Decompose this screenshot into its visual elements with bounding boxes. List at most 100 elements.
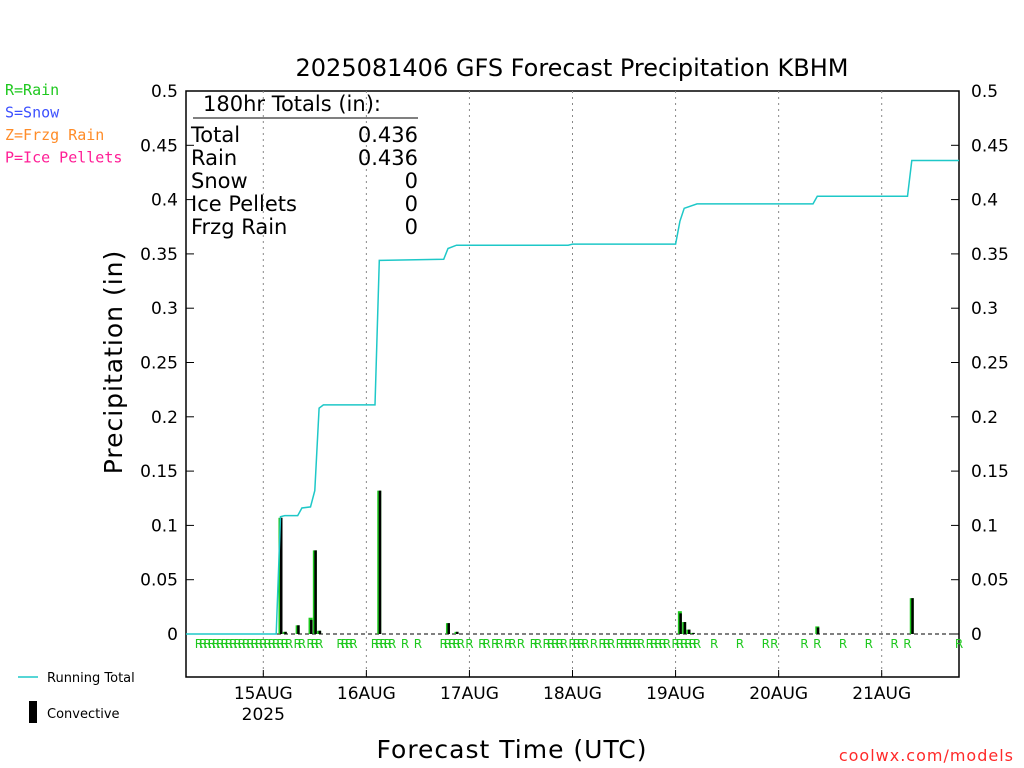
ptype-marker: R [341, 637, 349, 651]
ptype-marker: R [534, 637, 542, 651]
ptype-marker: R [710, 637, 718, 651]
y-tick-label-right: 0.3 [971, 299, 998, 319]
ptype-marker: R [195, 637, 203, 651]
ptype-marker: R [272, 637, 280, 651]
ptype-marker: R [384, 637, 392, 651]
ptype-marker: R [208, 637, 216, 651]
ptype-marker: R [311, 637, 319, 651]
totals-row-label: Frzg Rain [191, 215, 287, 239]
ptype-marker: R [263, 637, 271, 651]
x-tick-sublabel: 2025 [242, 705, 285, 725]
ptype-marker: R [663, 637, 671, 651]
totals-row-label: Total [190, 123, 240, 147]
ptype-marker: R [762, 637, 770, 651]
ptype-marker: R [491, 637, 499, 651]
convective-bar [679, 613, 682, 634]
ptype-marker: R [616, 637, 624, 651]
ptype-marker: R [371, 637, 379, 651]
y-tick-label-left: 0.1 [151, 516, 178, 536]
convective-bar [318, 630, 322, 634]
ptype-marker: R [482, 637, 490, 651]
ptype-marker: R [281, 637, 289, 651]
x-axis-title: Forecast Time (UTC) [377, 735, 648, 764]
convective-legend-swatch [29, 701, 37, 723]
ptype-marker: R [388, 637, 396, 651]
totals-header: 180hr Totals (in): [203, 92, 381, 116]
convective-bar [279, 517, 283, 634]
convective-bars [279, 490, 914, 634]
y-tick-label-right: 0.35 [971, 245, 1009, 265]
y-tick-label-left: 0.5 [151, 82, 178, 102]
y-tick-label-right: 0.2 [971, 408, 998, 428]
ptype-marker: R [268, 637, 276, 651]
ptype-marker: R [336, 637, 344, 651]
ptype-marker: R [633, 637, 641, 651]
ptype-marker: R [693, 637, 701, 651]
ptype-marker: R [581, 637, 589, 651]
y-tick-label-right: 0.5 [971, 82, 998, 102]
y-tick-label-left: 0.2 [151, 408, 178, 428]
convective-bar [310, 619, 313, 634]
x-tick-label: 20AUG [749, 684, 808, 704]
ptype-marker: R [590, 637, 598, 651]
ptype-marker: R [598, 637, 606, 651]
ptype-marker: R [551, 637, 559, 651]
convective-legend-label: Convective [47, 707, 120, 722]
convective-bar [378, 490, 382, 634]
ptype-marker: R [225, 637, 233, 651]
ptype-marker: R [530, 637, 538, 651]
ptype-marker: R [246, 637, 254, 651]
ptype-marker: R [220, 637, 228, 651]
totals-row-label: Ice Pellets [191, 192, 297, 216]
ptype-marker: R [624, 637, 632, 651]
ptype-marker: R [865, 637, 873, 651]
y-tick-label-right: 0 [971, 625, 982, 645]
y-tick-label-left: 0.05 [140, 571, 178, 591]
convective-bar [692, 632, 695, 634]
ptype-marker: R [293, 637, 301, 651]
ptype-marker: R [495, 637, 503, 651]
ptype-legend: R=Rain S=Snow Z=Frzg Rain P=Ice Pellets [5, 81, 122, 167]
ptype-marker: R [465, 637, 473, 651]
convective-bar [447, 623, 450, 634]
y-tick-label-right: 0.15 [971, 462, 1009, 482]
ptype-marker: R [573, 637, 581, 651]
y-axis-title: Precipitation (in) [99, 250, 128, 475]
y-tick-label-left: 0.4 [151, 191, 178, 211]
ptype-marker: R [508, 637, 516, 651]
ptype-marker: R [276, 637, 284, 651]
ptype-marker: R [452, 637, 460, 651]
ptype-marker: R [259, 637, 267, 651]
totals-row-value: 0 [405, 192, 418, 216]
ptype-marker: R [255, 637, 263, 651]
ptype-marker: R [903, 637, 911, 651]
ptype-marker: R [628, 637, 636, 651]
ptype-marker: R [689, 637, 697, 651]
ptype-marker: R [229, 637, 237, 651]
convective-bar [683, 622, 687, 634]
ptype-marker: R [607, 637, 615, 651]
credit-text: coolwx.com/models [839, 746, 1014, 765]
convective-bar [297, 625, 300, 634]
ptype-marker: R [251, 637, 259, 651]
ptype-marker: R [401, 637, 409, 651]
ptype-marker: R [577, 637, 585, 651]
totals-row-value: 0.436 [358, 146, 418, 170]
ptype-marker: R [676, 637, 684, 651]
ptype-marker: R [238, 637, 246, 651]
ptype-marker: R [555, 637, 563, 651]
ptype-legend-item: R=Rain [5, 81, 59, 99]
ptype-marker: R [517, 637, 525, 651]
ptype-marker: R [955, 637, 963, 651]
ptype-marker: R [654, 637, 662, 651]
ptype-marker: R [671, 637, 679, 651]
series-legend: Running Total Convective [18, 671, 135, 723]
y-tick-label-right: 0.4 [971, 191, 998, 211]
ptype-marker: R [448, 637, 456, 651]
ptype-marker: R [684, 637, 692, 651]
ptype-marker: R [478, 637, 486, 651]
ptype-marker: R [242, 637, 250, 651]
